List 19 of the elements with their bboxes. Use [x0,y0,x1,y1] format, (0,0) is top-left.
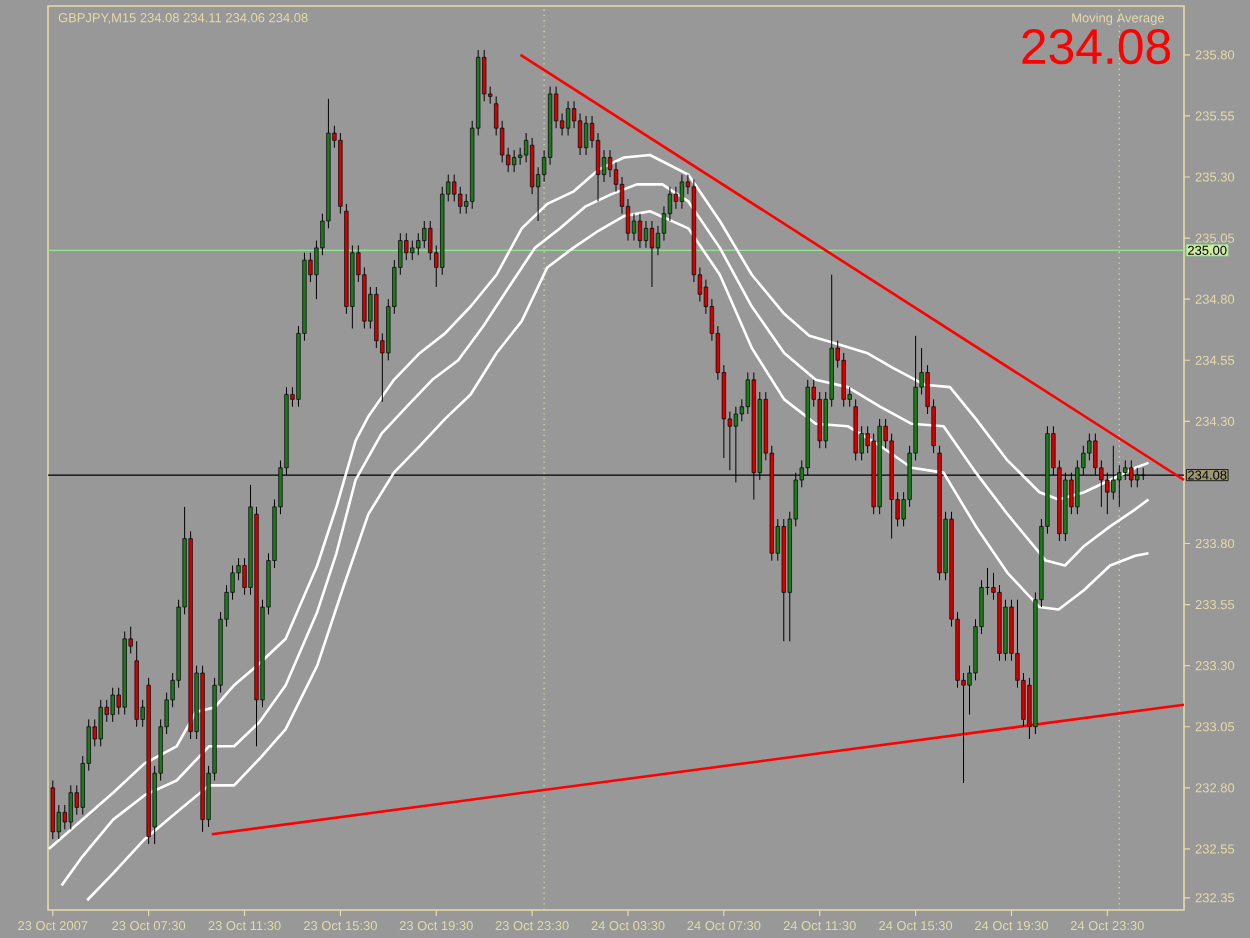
candlestick [98,699,103,747]
candlestick [643,220,649,249]
candlestick [512,149,517,173]
candlestick [50,780,55,840]
candlestick [410,240,415,261]
candlestick [631,213,637,242]
candlestick [422,220,427,249]
candlestick [649,220,655,288]
annotation: 234.08 [1022,28,1171,65]
candlestick [404,232,409,261]
candlestick [1003,599,1008,662]
candlestick [110,687,115,723]
candlestick [679,174,685,210]
candlestick [673,186,679,210]
candlestick [853,398,858,461]
candlestick [583,115,589,156]
candlestick [637,213,643,249]
candlestick [565,100,571,136]
candlestick [68,784,73,830]
